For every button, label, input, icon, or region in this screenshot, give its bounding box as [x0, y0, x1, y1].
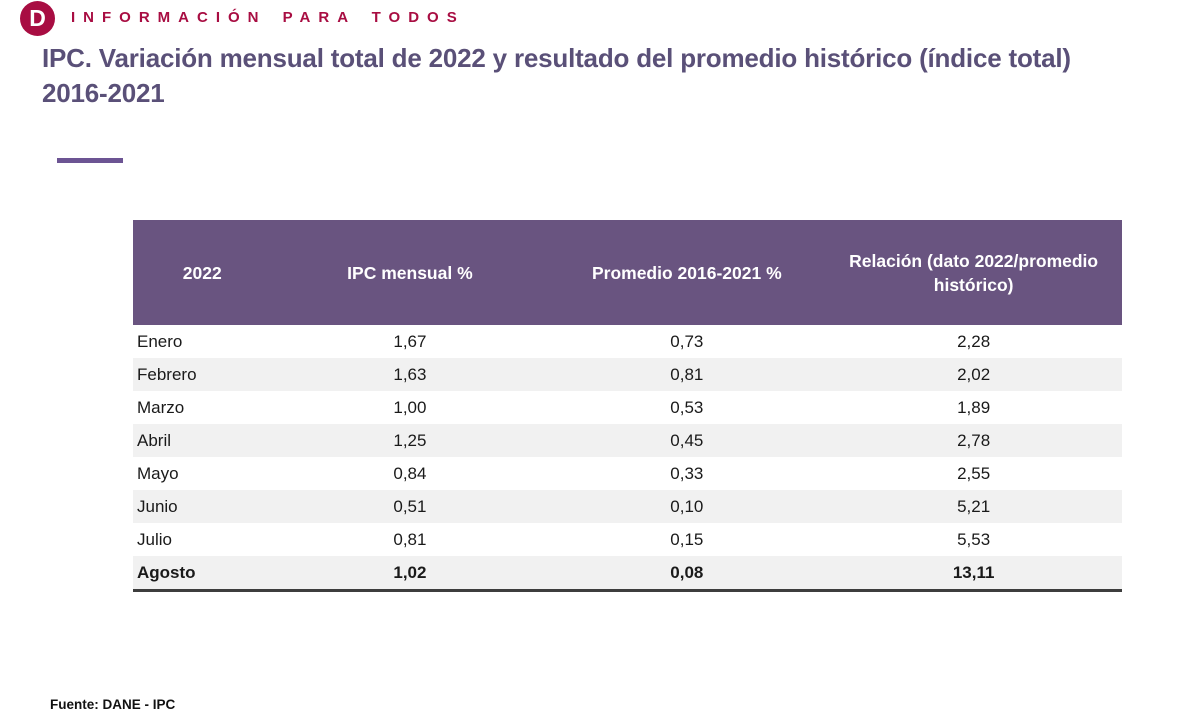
relacion-cell: 2,28 [957, 331, 991, 351]
promedio-cell: 0,45 [670, 430, 704, 450]
table-row: Junio 0,51 0,10 5,21 [133, 490, 1122, 523]
relacion-cell: 2,02 [957, 364, 991, 384]
ipc-cell: 1,25 [393, 430, 427, 450]
ipc-cell: 1,63 [393, 364, 427, 384]
ipc-cell: 0,84 [393, 463, 427, 483]
month-cell: Abril [137, 430, 172, 450]
column-header-promedio: Promedio 2016-2021 % [548, 220, 826, 325]
promedio-cell: 0,33 [670, 463, 704, 483]
ipc-cell: 0,51 [393, 496, 427, 516]
ipc-cell: 0,81 [393, 529, 427, 549]
relacion-cell: 1,89 [957, 397, 991, 417]
table-row: Febrero 1,63 0,81 2,02 [133, 358, 1122, 391]
brand-tagline: INFORMACIÓN PARA TODOS [71, 9, 465, 26]
table-row: Abril 1,25 0,45 2,78 [133, 424, 1122, 457]
dane-logo-icon: D [20, 1, 55, 36]
table-row: Mayo 0,84 0,33 2,55 [133, 457, 1122, 490]
ipc-cell: 1,02 [393, 562, 427, 582]
promedio-cell: 0,08 [670, 562, 704, 582]
ipc-cell: 1,67 [393, 331, 427, 351]
month-cell: Febrero [137, 364, 197, 384]
table-row: Enero 1,67 0,73 2,28 [133, 325, 1122, 358]
table-row: Julio 0,81 0,15 5,53 [133, 523, 1122, 556]
column-header-year: 2022 [133, 220, 272, 325]
month-cell: Marzo [137, 397, 185, 417]
relacion-cell: 2,55 [957, 463, 991, 483]
relacion-cell: 5,21 [957, 496, 991, 516]
promedio-cell: 0,73 [670, 331, 704, 351]
month-cell: Junio [137, 496, 178, 516]
title-accent-dash [57, 158, 123, 163]
promedio-cell: 0,81 [670, 364, 704, 384]
source-note: Fuente: DANE - IPC [50, 697, 176, 712]
page-title-line1: IPC. Variación mensual total de 2022 y r… [42, 43, 1071, 73]
table-header-row: 2022 IPC mensual % Promedio 2016-2021 % … [133, 220, 1122, 325]
ipc-data-table: 2022 IPC mensual % Promedio 2016-2021 % … [133, 220, 1122, 592]
month-cell: Enero [137, 331, 183, 351]
promedio-cell: 0,15 [670, 529, 704, 549]
page-title-line2: 2016-2021 [42, 78, 165, 108]
relacion-cell: 5,53 [957, 529, 991, 549]
relacion-cell: 2,78 [957, 430, 991, 450]
month-cell: Mayo [137, 463, 179, 483]
relacion-cell: 13,11 [952, 562, 995, 582]
month-cell: Julio [137, 529, 172, 549]
page-title: IPC. Variación mensual total de 2022 y r… [42, 41, 1142, 111]
table-row: Marzo 1,00 0,53 1,89 [133, 391, 1122, 424]
dane-logo-letter: D [29, 5, 46, 31]
ipc-cell: 1,00 [393, 397, 427, 417]
column-header-ipc-mensual: IPC mensual % [271, 220, 549, 325]
column-header-relacion: Relación (dato 2022/promedio histórico) [825, 220, 1122, 325]
promedio-cell: 0,53 [670, 397, 704, 417]
month-cell: Agosto [137, 562, 196, 582]
table-row-total: Agosto 1,02 0,08 13,11 [133, 556, 1122, 591]
promedio-cell: 0,10 [670, 496, 704, 516]
